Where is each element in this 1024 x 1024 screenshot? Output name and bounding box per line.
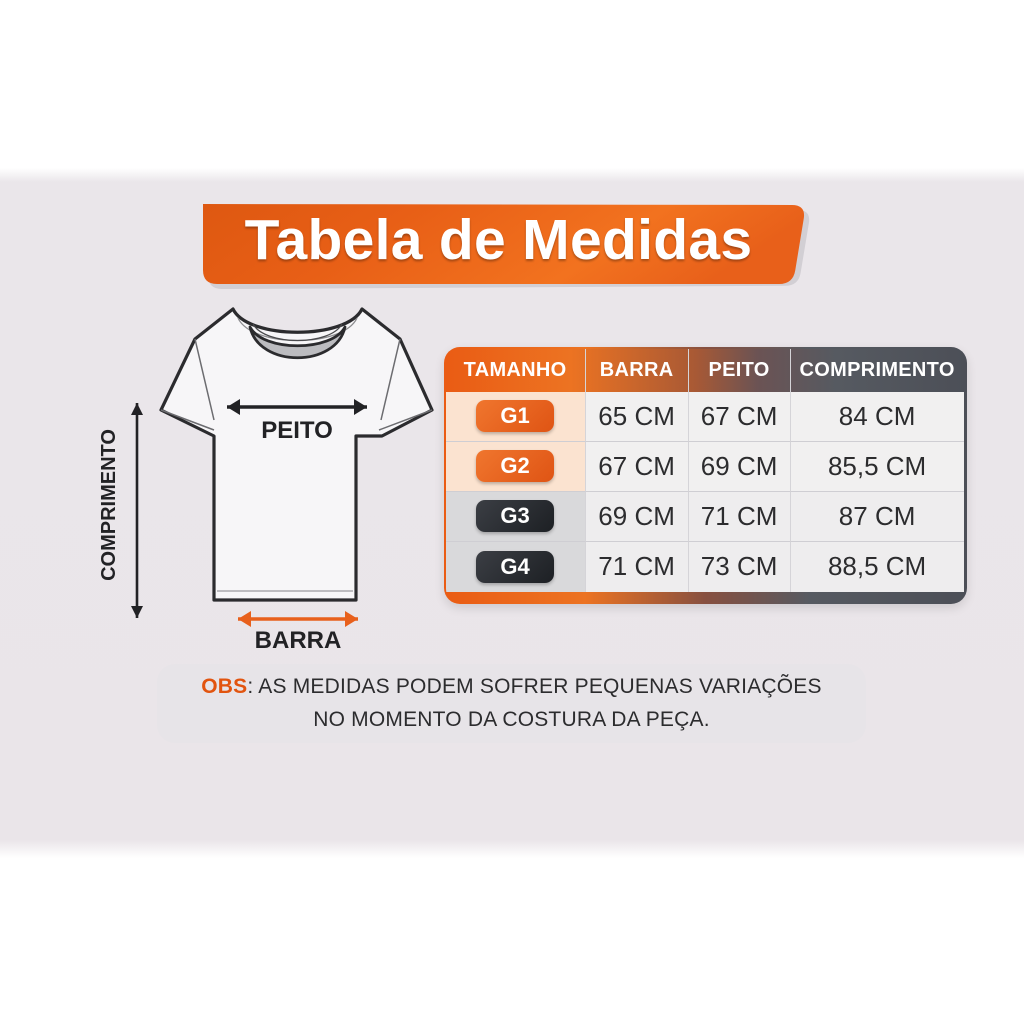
svg-text:COMPRIMENTO: COMPRIMENTO	[98, 429, 120, 581]
svg-text:PEITO: PEITO	[261, 417, 333, 444]
svg-text:BARRA: BARRA	[255, 627, 342, 654]
